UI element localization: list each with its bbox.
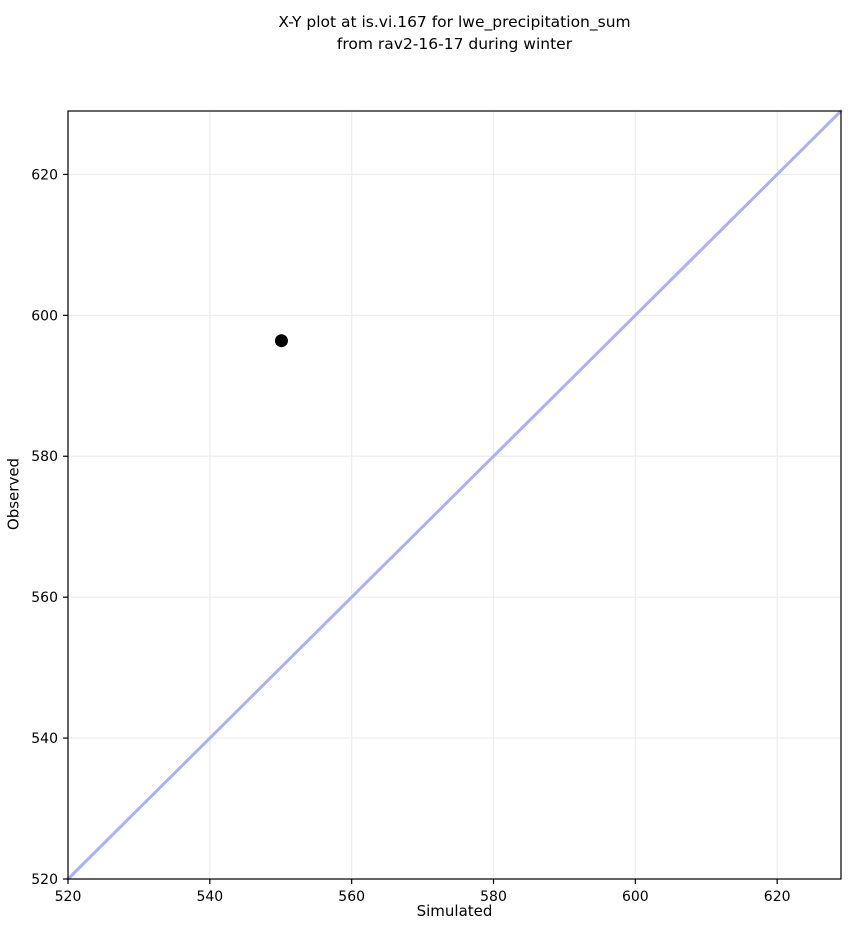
x-tick-label: 620	[764, 889, 791, 905]
y-tick-label: 620	[31, 167, 58, 183]
y-tick-label: 560	[31, 590, 58, 606]
y-tick-label: 580	[31, 449, 58, 465]
chart-title: X-Y plot at is.vi.167 for lwe_precipitat…	[68, 11, 841, 55]
data-point	[274, 334, 288, 348]
chart-title-line2: from rav2-16-17 during winter	[336, 35, 573, 53]
y-tick-label: 520	[31, 872, 58, 888]
x-axis-label: Simulated	[416, 902, 493, 920]
x-tick-label: 520	[55, 889, 82, 905]
x-tick-label: 600	[622, 889, 649, 905]
y-tick-label: 540	[31, 731, 58, 747]
x-tick-label: 560	[338, 889, 365, 905]
chart-title-line1: X-Y plot at is.vi.167 for lwe_precipitat…	[278, 13, 631, 31]
y-tick-label: 600	[31, 308, 58, 324]
axes-spines	[67, 110, 842, 880]
x-tick-label: 580	[480, 889, 507, 905]
x-tick-label: 540	[196, 889, 223, 905]
identity-line	[66, 109, 843, 881]
